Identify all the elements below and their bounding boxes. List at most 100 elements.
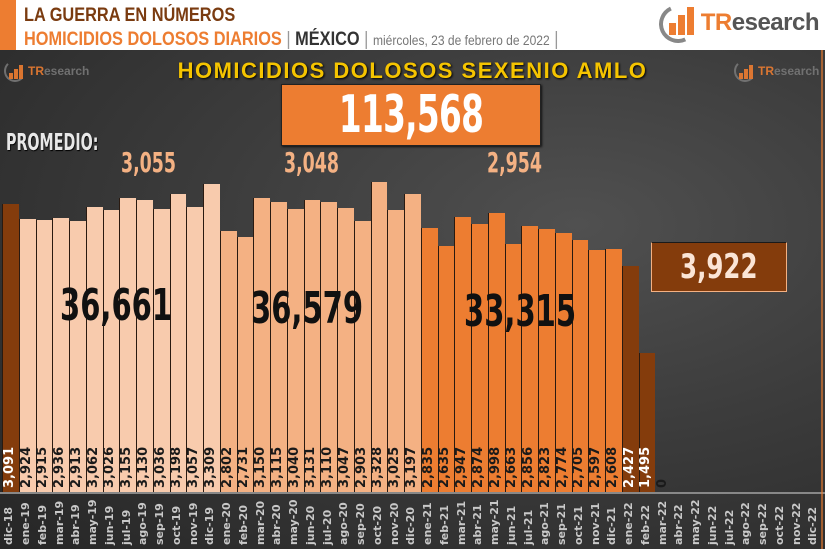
x-axis-label: dic-19 xyxy=(203,506,217,545)
x-axis-label: ene-20 xyxy=(220,502,234,545)
bar-value-label: 2,823 xyxy=(537,446,553,488)
logo-text: TResearch xyxy=(700,9,820,36)
x-axis-label: feb-21 xyxy=(437,505,451,545)
x-axis-label: feb-22 xyxy=(638,505,652,545)
x-axis-label: oct-22 xyxy=(772,505,786,545)
x-axis-label: may-19 xyxy=(86,499,100,545)
bar-value-label: 2,635 xyxy=(437,446,453,488)
x-axis-label: mar-20 xyxy=(253,500,267,545)
bar-value-label: 3,091 xyxy=(1,446,17,488)
bar-jul-19: 3,155 xyxy=(119,197,136,492)
x-axis-label: dic-20 xyxy=(404,506,418,545)
bar-value-label: 3,026 xyxy=(102,446,118,488)
bar-dic-21: 2,608 xyxy=(604,248,622,492)
bar-mar-21: 2,947 xyxy=(454,217,471,492)
bar-value-label: 2,731 xyxy=(236,446,252,488)
year-total-label: 33,315 xyxy=(464,286,577,337)
subtitle-country: MÉXICO xyxy=(295,29,360,50)
bar-dic-20: 3,197 xyxy=(404,194,421,492)
bar-value-label: 2,774 xyxy=(554,446,570,488)
bar-value-label: 2,903 xyxy=(353,446,369,488)
bar-ene-22: 2,427 xyxy=(621,265,639,492)
bar-value-label: 3,198 xyxy=(169,446,185,488)
year-total-label: 36,579 xyxy=(251,283,364,334)
bar-feb-19: 2,915 xyxy=(35,220,53,492)
bar-value-label: 2,998 xyxy=(487,446,503,488)
x-axis-label: jun-21 xyxy=(504,505,518,545)
bar-ene-21: 2,835 xyxy=(421,227,438,492)
year-average-label: 3,048 xyxy=(284,146,339,179)
bar-value-label: 3,131 xyxy=(303,446,319,488)
sexenio-total-box: 113,568 xyxy=(281,84,541,146)
x-axis-label: may-21 xyxy=(488,499,502,545)
bar-value-label: 3,047 xyxy=(336,446,352,488)
bar-ago-20: 3,047 xyxy=(337,208,354,492)
bar-sep-20: 2,903 xyxy=(354,221,371,492)
x-axis-label: may-20 xyxy=(287,499,301,545)
header-title: LA GUERRA EN NÚMEROS xyxy=(24,5,236,26)
bar-value-label: 1,495 xyxy=(638,446,654,488)
x-axis-label: ene-21 xyxy=(421,502,435,545)
x-axis-label: nov-21 xyxy=(588,502,602,545)
bar-value-label: 2,874 xyxy=(470,446,486,488)
bar-jul-21: 2,856 xyxy=(521,225,538,492)
subtitle-topic: HOMICIDIOS DOLOSOS DIARIOS xyxy=(24,29,282,50)
bars-area: 3,091 2,924 2,915 2,936 2,913 3,062 3,026 3,155… xyxy=(0,50,825,492)
bar-abr-21: 2,874 xyxy=(471,224,488,492)
x-axis-label: ene-22 xyxy=(622,502,636,545)
x-axis-label: dic-18 xyxy=(2,506,16,545)
bar-value-label: 2,924 xyxy=(18,446,34,488)
tresearch-logo: TResearch xyxy=(653,0,820,49)
bar-value-label: 2,856 xyxy=(521,446,537,488)
year-average-label: 2,954 xyxy=(487,146,542,179)
x-axis-label: jul-21 xyxy=(521,509,535,545)
x-axis-label: jun-20 xyxy=(303,505,317,545)
bar-ene-19: 2,924 xyxy=(19,219,36,492)
x-axis-label: abr-19 xyxy=(69,504,83,545)
bar-value-label: 0 xyxy=(654,478,670,488)
header-subtitle: HOMICIDIOS DOLOSOS DIARIOS | MÉXICO | mi… xyxy=(24,29,558,51)
x-axis-label: nov-22 xyxy=(789,502,803,545)
x-axis-label: nov-20 xyxy=(387,502,401,545)
bar-value-label: 3,130 xyxy=(135,446,151,488)
bar-value-label: 3,309 xyxy=(202,446,218,488)
bar-value-label: 2,915 xyxy=(35,446,51,488)
header: LA GUERRA EN NÚMEROS HOMICIDIOS DOLOSOS … xyxy=(0,0,825,50)
bar-jun-20: 3,131 xyxy=(303,200,321,492)
bar-ago-21: 2,823 xyxy=(537,228,555,492)
watermark-logo-left: TResearch xyxy=(4,60,89,82)
x-axis-label: oct-19 xyxy=(169,505,183,545)
x-axis-label: nov-19 xyxy=(186,502,200,545)
bar-ago-19: 3,130 xyxy=(136,200,153,492)
bar-value-label: 2,427 xyxy=(621,446,637,488)
x-axis-line xyxy=(0,492,825,494)
x-axis-label: sep-22 xyxy=(756,503,770,545)
bar-nov-20: 3,025 xyxy=(387,210,404,492)
bar-value-label: 2,802 xyxy=(219,446,235,488)
bar-nov-19: 3,057 xyxy=(186,207,203,492)
header-accent-bar xyxy=(0,0,16,50)
subtitle-separator: | xyxy=(554,29,559,50)
bar-value-label: 3,036 xyxy=(152,446,168,488)
subtitle-date: miércoles, 23 de febrero de 2022 xyxy=(372,32,550,48)
bar-oct-20: 3,328 xyxy=(370,181,388,492)
bar-feb-21: 2,635 xyxy=(437,246,455,492)
bar-oct-21: 2,705 xyxy=(571,239,589,492)
chart-right-border xyxy=(821,50,823,549)
logo-chart-icon xyxy=(734,60,756,82)
subtitle-separator: | xyxy=(286,29,291,50)
bar-value-label: 2,608 xyxy=(604,446,620,488)
logo-chart-icon xyxy=(4,60,26,82)
x-axis-label: sep-21 xyxy=(555,503,569,545)
x-axis-label: jun-19 xyxy=(102,505,116,545)
bar-jul-20: 3,110 xyxy=(320,202,337,492)
bar-value-label: 3,040 xyxy=(286,446,302,488)
x-axis-label: oct-21 xyxy=(571,505,585,545)
x-axis-label: jul-19 xyxy=(119,509,133,545)
x-axis-label: may-22 xyxy=(689,499,703,545)
bar-abr-20: 3,115 xyxy=(270,201,287,492)
x-axis-label: feb-19 xyxy=(35,505,49,545)
bar-feb-22: 1,495 xyxy=(638,352,656,492)
x-axis-labels: dic-18 ene-19 feb-19 mar-19 abr-19 may-19 jun-… xyxy=(0,496,825,549)
bar-dic-19: 3,309 xyxy=(202,183,220,492)
